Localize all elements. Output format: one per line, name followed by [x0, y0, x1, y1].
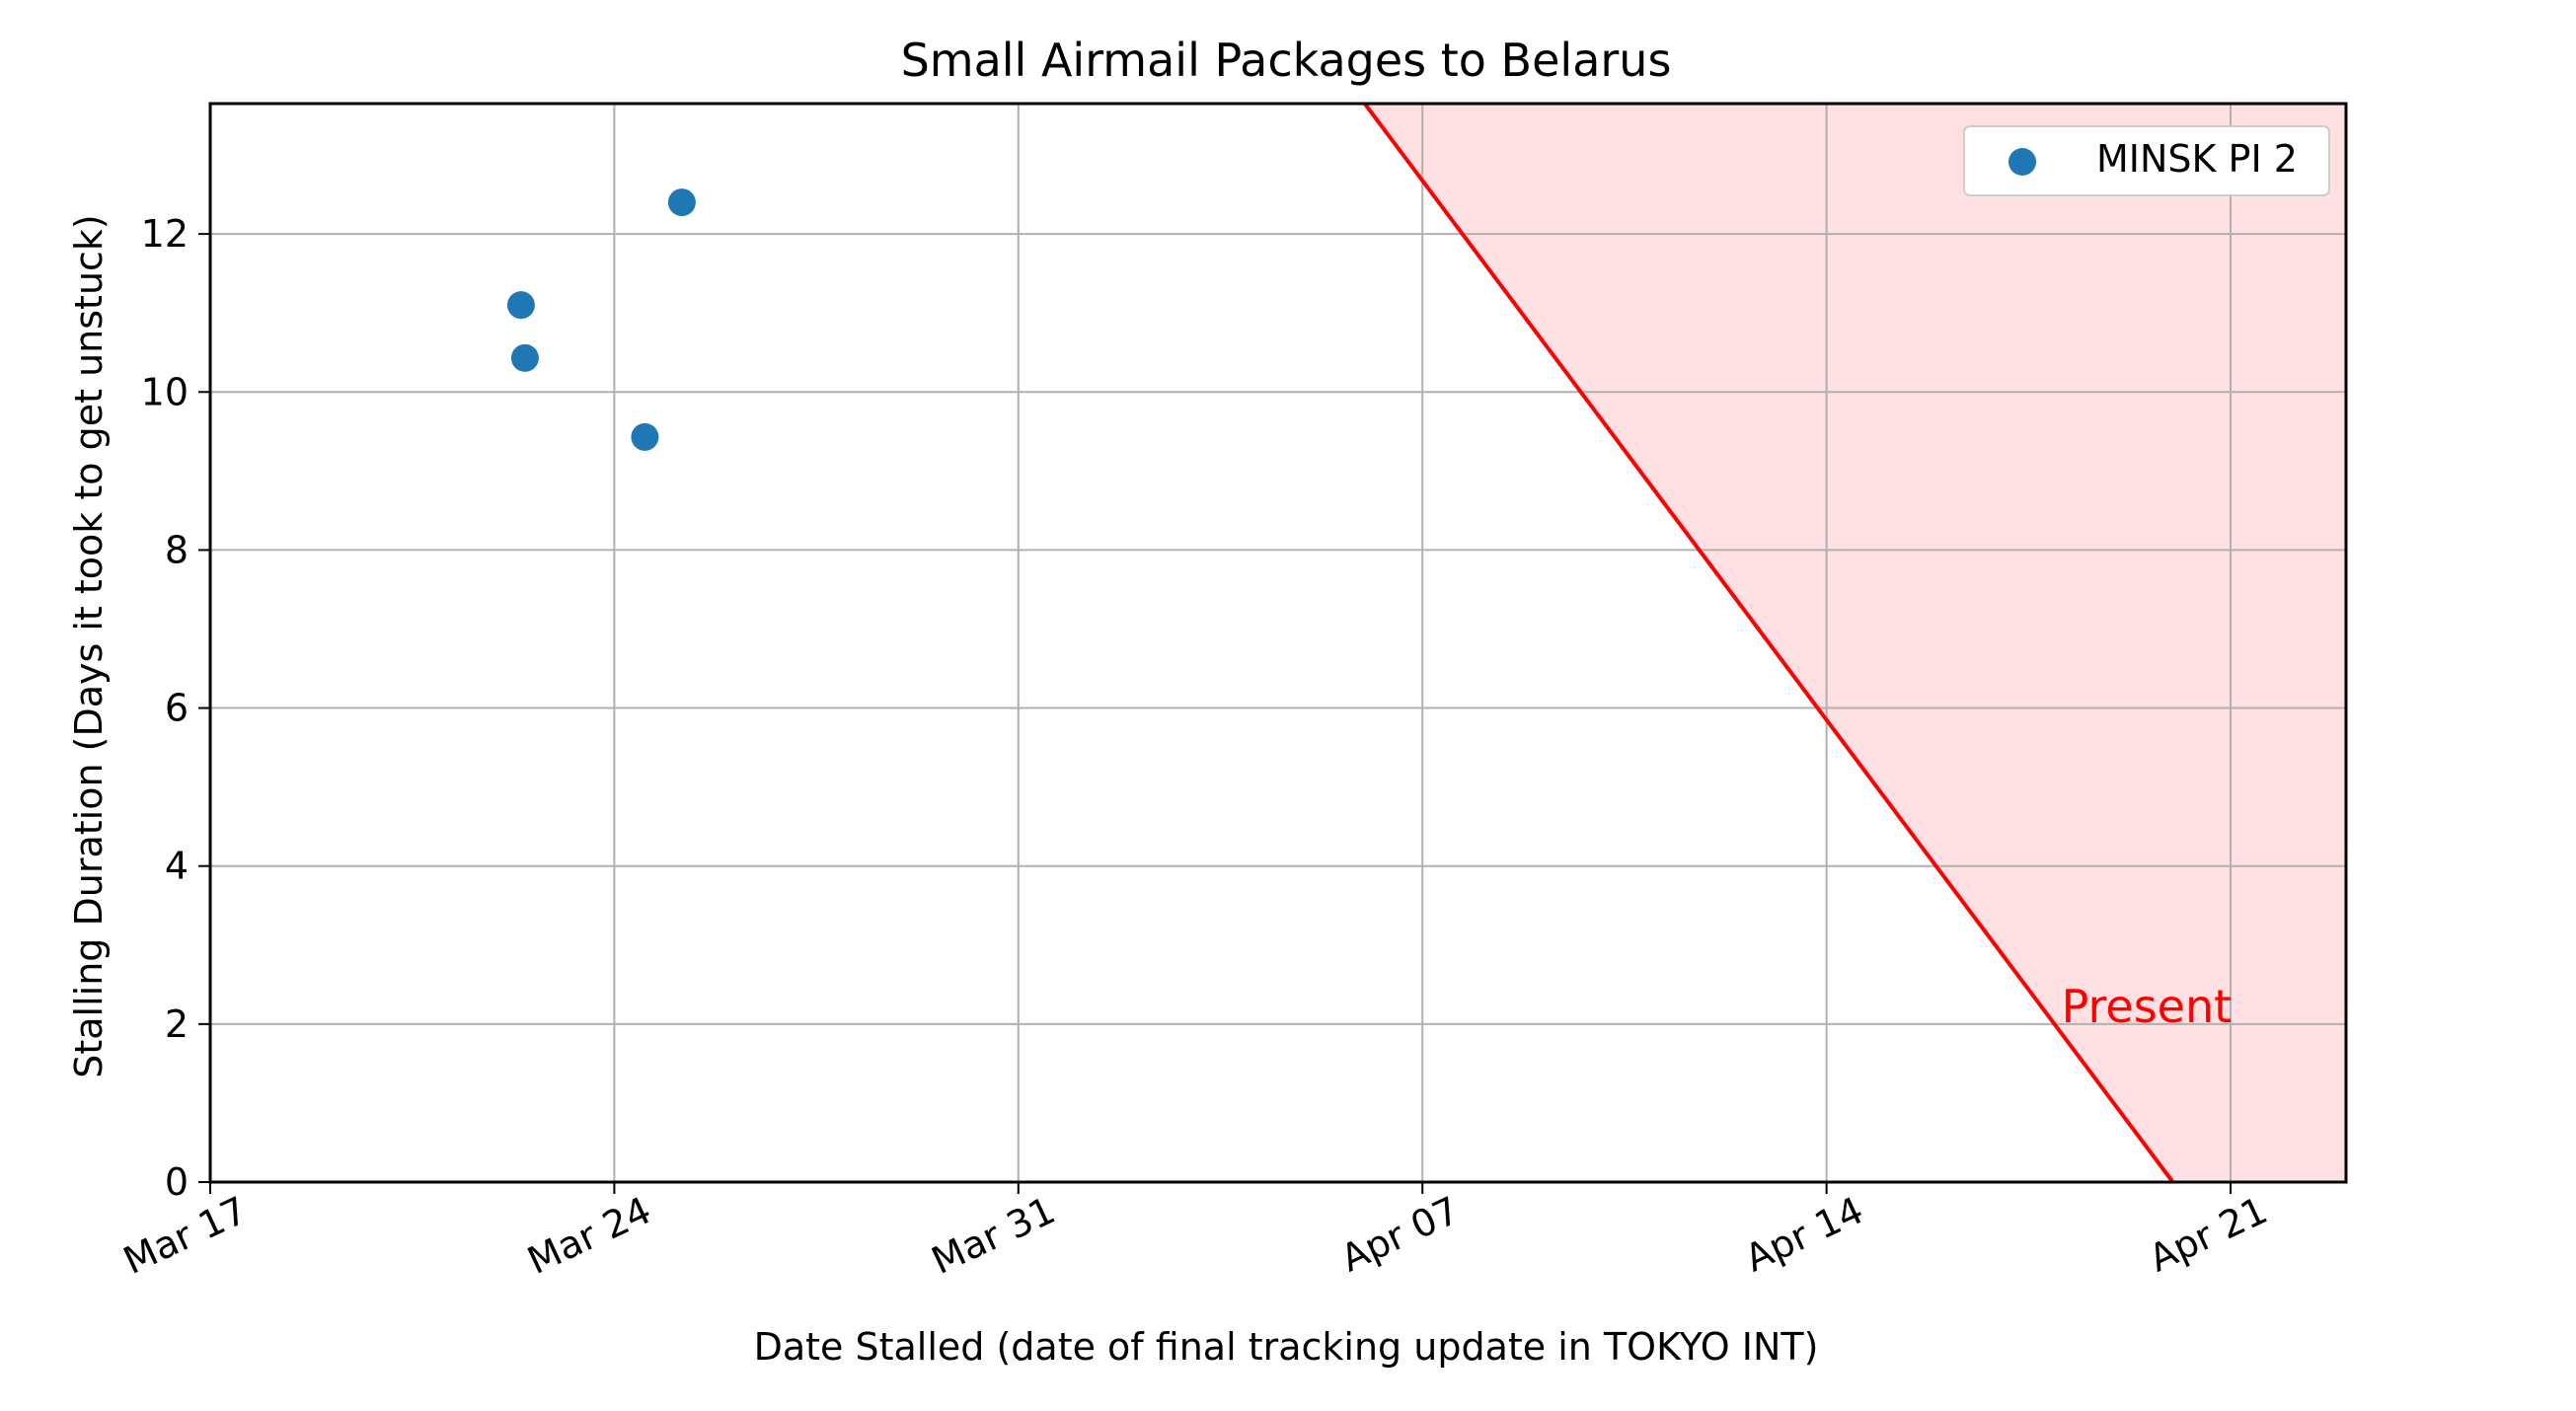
- chart-title: Small Airmail Packages to Belarus: [901, 34, 1672, 87]
- present-label: Present: [2062, 980, 2233, 1033]
- x-axis-label: Date Stalled (date of final tracking upd…: [754, 1325, 1819, 1369]
- legend-label: MINSK PI 2: [2096, 137, 2298, 181]
- legend: MINSK PI 2: [1963, 125, 2330, 196]
- scatter-point: [631, 422, 659, 451]
- y-tick-label: 4: [165, 845, 189, 888]
- present-shade: [1364, 104, 2346, 1182]
- legend-box: [1963, 125, 2330, 196]
- y-tick-label: 6: [165, 687, 189, 730]
- scatter-points: [506, 188, 696, 451]
- present-line-layer: [1363, 102, 2175, 1184]
- y-tick-label: 0: [165, 1160, 189, 1204]
- y-tick-label: 8: [165, 528, 189, 571]
- y-axis-ticks: 0 2 4 6 8 10 12: [141, 212, 210, 1204]
- plot-frame: [208, 102, 2348, 1184]
- y-axis-label: Stalling Duration (Days it took to get u…: [67, 214, 111, 1078]
- scatter-point: [510, 343, 539, 372]
- y-tick-label: 12: [141, 212, 189, 256]
- y-tick-label: 10: [141, 370, 189, 413]
- present-shaded-region: [1364, 104, 2346, 1182]
- scatter-point: [506, 291, 535, 320]
- present-line: [1363, 102, 2175, 1184]
- legend-marker: [2008, 148, 2036, 176]
- axes: [208, 102, 2348, 1184]
- y-tick-label: 2: [165, 1003, 189, 1046]
- scatter-point: [667, 188, 696, 217]
